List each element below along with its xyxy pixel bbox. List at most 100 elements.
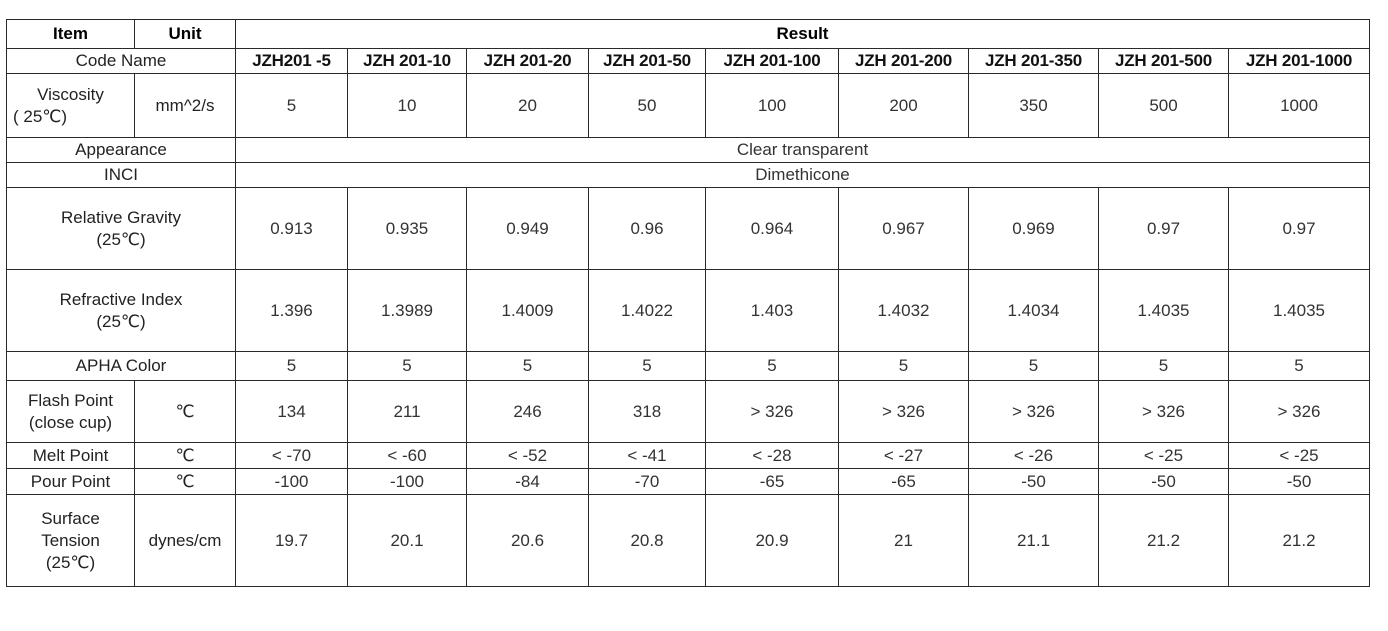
value-cell: 20.1 [347, 494, 467, 587]
value-cell: 211 [347, 380, 467, 443]
pour-point-unit: ℃ [134, 468, 236, 495]
value-cell: 20.9 [705, 494, 839, 587]
value-cell: 0.97 [1098, 187, 1229, 270]
value-cell: -65 [838, 468, 969, 495]
code-cell: JZH 201-10 [347, 48, 467, 74]
relative-gravity-label-line1: Relative Gravity [61, 207, 181, 227]
flash-point-label-line2: (close cup) [28, 412, 113, 432]
value-cell: 1000 [1227, 73, 1371, 138]
value-cell: 0.969 [968, 187, 1099, 270]
viscosity-row: Viscosity ( 25℃) mm^2/s 5 10 20 50 100 2… [6, 73, 1371, 138]
value-cell: > 326 [1098, 380, 1229, 443]
inci-row: INCI Dimethicone [6, 162, 1371, 188]
melt-point-label: Melt Point [6, 442, 135, 469]
value-cell: 5 [466, 351, 589, 381]
value-cell: 20.8 [588, 494, 706, 587]
value-cell: -50 [1227, 468, 1371, 495]
value-cell: 21.1 [968, 494, 1099, 587]
value-cell: 1.4035 [1098, 269, 1229, 352]
value-cell: 20.6 [466, 494, 589, 587]
header-row: Item Unit Result [6, 19, 1371, 49]
value-cell: 5 [235, 351, 348, 381]
apha-color-row: APHA Color 5 5 5 5 5 5 5 5 5 [6, 351, 1371, 381]
value-cell: < -52 [466, 442, 589, 469]
value-cell: < -41 [588, 442, 706, 469]
code-cell: JZH201 -5 [235, 48, 348, 74]
value-cell: 1.4034 [968, 269, 1099, 352]
flash-point-label-line1: Flash Point [27, 390, 114, 410]
code-name-row: Code Name JZH201 -5 JZH 201-10 JZH 201-2… [6, 48, 1371, 74]
value-cell: < -70 [235, 442, 348, 469]
surface-tension-label-line1: Surface [41, 508, 100, 528]
melt-point-unit: ℃ [134, 442, 236, 469]
result-header: Result [234, 19, 1371, 49]
code-cell: JZH 201-100 [705, 48, 839, 74]
value-cell: > 326 [838, 380, 969, 443]
value-cell: 5 [968, 351, 1099, 381]
value-cell: 0.964 [705, 187, 839, 270]
value-cell: 20 [466, 73, 589, 138]
apha-color-label: APHA Color [6, 351, 236, 381]
value-cell: 1.4009 [466, 269, 589, 352]
code-name-label: Code Name [6, 48, 236, 74]
value-cell: 19.7 [235, 494, 348, 587]
flash-point-row: Flash Point (close cup) ℃ 134 211 246 31… [6, 380, 1371, 443]
flash-point-unit: ℃ [134, 380, 236, 443]
value-cell: -84 [466, 468, 589, 495]
value-cell: > 326 [1227, 380, 1371, 443]
value-cell: -65 [705, 468, 839, 495]
surface-tension-label-line2: Tension [41, 530, 100, 550]
code-cell: JZH 201-500 [1098, 48, 1229, 74]
value-cell: 100 [705, 73, 839, 138]
value-cell: 5 [347, 351, 467, 381]
value-cell: 0.935 [347, 187, 467, 270]
value-cell: 318 [588, 380, 706, 443]
value-cell: 5 [705, 351, 839, 381]
value-cell: -50 [1098, 468, 1229, 495]
value-cell: 0.97 [1227, 187, 1371, 270]
value-cell: -70 [588, 468, 706, 495]
code-cell: JZH 201-200 [838, 48, 969, 74]
viscosity-label: Viscosity ( 25℃) [6, 73, 135, 138]
appearance-row: Appearance Clear transparent [6, 137, 1371, 163]
refractive-index-label-line1: Refractive Index [59, 289, 183, 309]
value-cell: < -25 [1098, 442, 1229, 469]
unit-header: Unit [134, 19, 236, 49]
surface-tension-label: Surface Tension (25℃) [6, 494, 135, 587]
value-cell: 0.949 [466, 187, 589, 270]
inci-label: INCI [6, 162, 236, 188]
value-cell: > 326 [968, 380, 1099, 443]
code-cell: JZH 201-350 [968, 48, 1099, 74]
flash-point-label: Flash Point (close cup) [6, 380, 135, 443]
code-cell: JZH 201-20 [466, 48, 589, 74]
value-cell: 1.4032 [838, 269, 969, 352]
viscosity-unit: mm^2/s [134, 73, 236, 138]
spec-table: Item Unit Result Code Name JZH201 -5 JZH… [6, 19, 1371, 587]
value-cell: < -26 [968, 442, 1099, 469]
code-cell: JZH 201-1000 [1227, 48, 1371, 74]
value-cell: < -60 [347, 442, 467, 469]
viscosity-label-line1: Viscosity [37, 84, 104, 104]
value-cell: -50 [968, 468, 1099, 495]
value-cell: 21 [838, 494, 969, 587]
value-cell: 21.2 [1098, 494, 1229, 587]
value-cell: 500 [1098, 73, 1229, 138]
melt-point-row: Melt Point ℃ < -70 < -60 < -52 < -41 < -… [6, 442, 1371, 469]
value-cell: 10 [347, 73, 467, 138]
value-cell: 350 [968, 73, 1099, 138]
value-cell: 5 [838, 351, 969, 381]
relative-gravity-label-line2: (25℃) [96, 229, 146, 249]
value-cell: 0.913 [235, 187, 348, 270]
value-cell: 0.96 [588, 187, 706, 270]
value-cell: 1.403 [705, 269, 839, 352]
value-cell: < -27 [838, 442, 969, 469]
value-cell: 246 [466, 380, 589, 443]
item-header: Item [6, 19, 135, 49]
value-cell: 5 [1098, 351, 1229, 381]
relative-gravity-label: Relative Gravity (25℃) [6, 187, 236, 270]
inci-value: Dimethicone [234, 162, 1371, 188]
value-cell: 5 [1227, 351, 1371, 381]
value-cell: 200 [838, 73, 969, 138]
value-cell: 1.396 [235, 269, 348, 352]
surface-tension-row: Surface Tension (25℃) dynes/cm 19.7 20.1… [6, 494, 1371, 587]
